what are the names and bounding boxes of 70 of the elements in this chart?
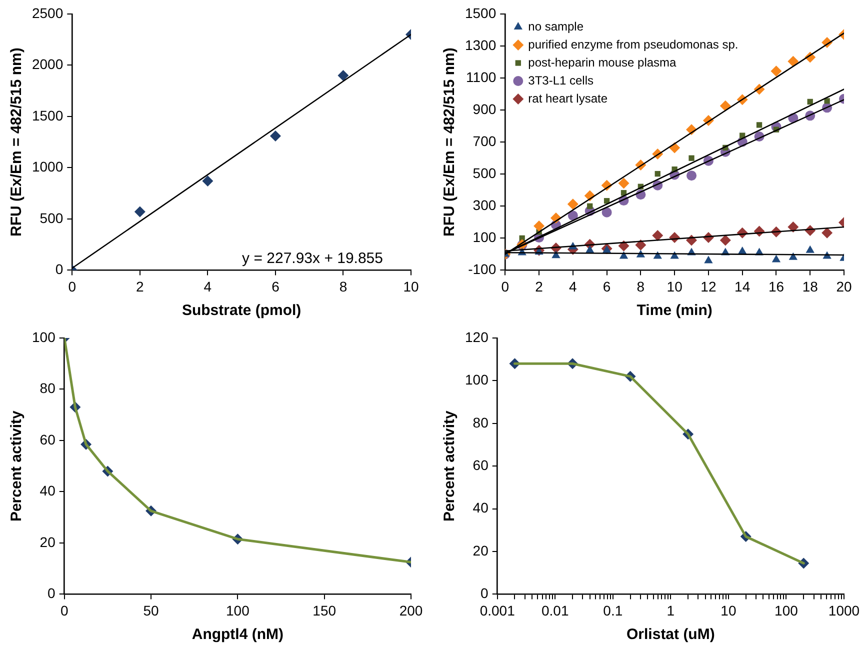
y-tick-label: 500 <box>40 210 64 226</box>
x-tick-label: 8 <box>636 278 645 294</box>
x-axis-title: Orlistat (uM) <box>626 626 715 644</box>
legend-label: 3T3-L1 cells <box>528 73 594 88</box>
x-tick-label: 0 <box>501 278 510 294</box>
legend-label: no sample <box>528 19 584 34</box>
y-tick-label: 120 <box>465 328 489 345</box>
y-tick-label: 1500 <box>32 107 64 124</box>
y-tick-label: 500 <box>472 164 496 181</box>
x-tick-label: 2 <box>535 278 544 294</box>
x-tick-label: 4 <box>569 278 578 294</box>
x-tick-label: 10 <box>720 602 736 618</box>
y-tick-label: 2500 <box>32 4 64 21</box>
y-tick-label: 40 <box>40 482 56 499</box>
y-tick-label: 20 <box>472 542 489 558</box>
x-tick-label: 200 <box>399 602 423 618</box>
x-tick-label: 2 <box>136 278 144 294</box>
x-tick-label: 6 <box>272 278 280 294</box>
x-tick-label: 0 <box>68 278 76 294</box>
x-axis-title: Substrate (pmol) <box>182 302 302 320</box>
x-tick-label: 20 <box>836 278 852 294</box>
y-tick-label: 0 <box>48 585 56 602</box>
y-tick-label: 2000 <box>32 56 64 72</box>
x-tick-label: 50 <box>143 602 160 618</box>
y-tick-label: 100 <box>32 328 56 345</box>
y-tick-label: 700 <box>472 132 496 149</box>
x-axis-title: Time (min) <box>636 302 712 320</box>
y-tick-label: 40 <box>472 500 489 516</box>
y-tick-label: 60 <box>40 431 56 448</box>
y-axis-title: RFU (Ex/Em = 482/515 nm) <box>441 48 458 237</box>
y-tick-label: 1000 <box>32 158 64 175</box>
x-tick-label: 14 <box>734 278 750 294</box>
x-tick-label: 6 <box>602 278 611 294</box>
legend-label: post-heparin mouse plasma <box>528 55 677 70</box>
y-tick-label: 80 <box>40 380 56 396</box>
y-tick-label: -100 <box>468 261 496 278</box>
x-tick-label: 0.1 <box>603 602 623 618</box>
y-tick-label: 100 <box>465 372 489 388</box>
y-tick-label: 1100 <box>466 68 496 85</box>
x-tick-label: 18 <box>802 278 818 294</box>
x-tick-label: 4 <box>204 278 212 294</box>
x-axis-title: Angptl4 (nM) <box>192 626 284 644</box>
y-axis-title: Percent activity <box>8 410 26 522</box>
y-tick-label: 100 <box>472 229 496 246</box>
y-tick-label: 20 <box>40 534 56 550</box>
legend-label: purified enzyme from pseudomonas sp. <box>528 37 738 52</box>
y-tick-label: 1500 <box>464 4 496 21</box>
y-axis-title: RFU (Ex/Em = 482/515 nm) <box>8 48 26 237</box>
x-tick-label: 10 <box>403 278 419 294</box>
x-tick-label: 10 <box>666 278 683 294</box>
y-tick-label: 0 <box>55 261 64 278</box>
x-tick-label: 1000 <box>828 602 860 618</box>
y-tick-label: 300 <box>472 197 496 214</box>
x-tick-label: 0.01 <box>542 602 569 618</box>
y-tick-label: 80 <box>472 414 489 430</box>
y-tick-label: 60 <box>472 456 489 473</box>
y-tick-label: 1300 <box>464 36 496 53</box>
x-tick-label: 8 <box>339 278 348 294</box>
x-tick-label: 1 <box>666 602 675 618</box>
annotation: y = 227.93x + 19.855 <box>242 250 383 267</box>
x-tick-label: 100 <box>226 602 250 618</box>
x-tick-label: 100 <box>774 602 798 618</box>
x-tick-label: 0.001 <box>480 602 516 618</box>
y-axis-title: Percent activity <box>441 410 458 522</box>
legend-label: rat heart lysate <box>528 91 608 106</box>
x-tick-label: 16 <box>768 278 784 294</box>
y-tick-label: 900 <box>472 100 496 117</box>
y-tick-label: 0 <box>480 585 489 602</box>
x-tick-label: 150 <box>312 602 336 618</box>
x-tick-label: 12 <box>700 278 716 294</box>
